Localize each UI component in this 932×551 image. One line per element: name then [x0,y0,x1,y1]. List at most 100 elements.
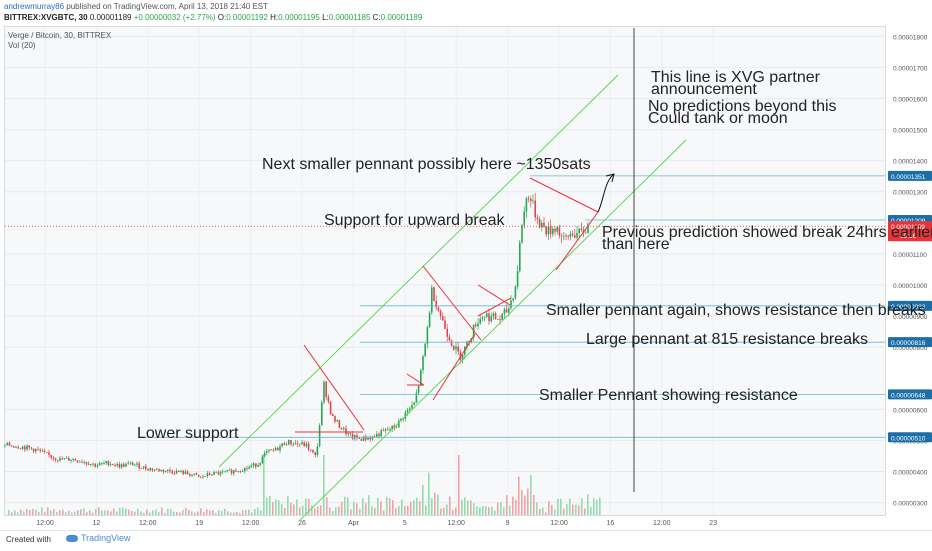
volume-bar [476,506,478,515]
candle-body [219,471,222,475]
volume-bar [17,512,19,515]
current-price-box [888,221,932,242]
candle-body [142,466,145,469]
candle-body [587,224,589,233]
volume-bar [401,499,403,515]
volume-bar [281,503,283,515]
candle-body [523,211,525,226]
candle-body [501,313,503,320]
arrow-head [605,173,615,183]
candle-body [164,470,167,472]
candle-body [563,235,565,237]
volume-bar [539,508,541,515]
candle-body [376,433,378,437]
x-tick-label: 26 [298,520,306,527]
candle-body [356,435,358,438]
candle-body [125,463,127,467]
x-tick-label: 12:00 [447,520,465,527]
volume-bar [452,509,454,515]
candle-body [347,433,349,435]
candle-body [483,316,486,318]
volume-bar [491,506,493,515]
candle-body [239,471,242,473]
candle-body [112,464,114,465]
pennant-line [432,333,476,401]
volume-bar [233,512,235,515]
volume-bar [194,512,196,515]
volume-bar [122,507,124,515]
volume-bar [176,511,178,515]
volume-bar [362,498,364,515]
candle-body [380,430,382,437]
author-link[interactable]: andrewmurray86 [4,2,65,11]
candle-body [332,414,334,416]
candle-body [85,462,88,464]
candle-body [400,418,402,421]
volume-bar [527,488,529,515]
volume-bar [455,507,457,515]
price-label-box [888,432,932,443]
volume-bar [431,497,433,515]
candle-body [468,341,470,343]
annotation-smaller-pennant-again: Smaller pennant again, shows resistance … [546,302,926,319]
chart-plot-area[interactable] [4,26,886,516]
candle-body [24,446,26,450]
volume-bar [551,504,553,515]
candle-body [475,324,477,327]
candle-body [211,474,213,476]
volume-bar [365,503,367,515]
candle-body [189,474,191,476]
candle-body [424,343,426,357]
candle-body [431,287,433,313]
volume-bar [350,509,352,515]
volume-bar [560,498,562,515]
current-price-label: 0.00001189 [891,224,925,231]
volume-bar [566,503,568,515]
volume-bar [65,512,67,515]
price-label: 0.00000933 [891,304,926,311]
candle-body [437,307,440,311]
volume-bar [116,511,118,515]
volume-bar [179,512,181,515]
candle-body [65,457,68,459]
volume-bar [314,508,316,515]
candle-body [358,437,360,439]
candle-body [37,448,39,450]
candle-body [336,420,338,422]
volume-bar [320,505,322,515]
annotation-no-predictions: No predictions beyond this [648,98,837,115]
candle-body [305,443,308,447]
candle-body [114,464,116,466]
candle-body [547,226,550,235]
volume-bar [497,502,499,515]
x-tick-label: 5 [403,520,407,527]
candle-body [235,470,237,472]
volume-bar [446,504,448,515]
chart-canvas[interactable]: 0.00001800 0.00001700 0.00001600 0.00001500… [0,0,932,530]
candle-body [277,447,279,451]
x-tick-label: 19 [195,520,203,527]
candle-body [417,385,420,393]
volume-bar [185,507,187,515]
candle-body [321,402,323,426]
candle-body [457,346,459,352]
tradingview-logo[interactable]: TradingView [66,533,131,543]
candle-body [175,470,178,474]
volume-bar [158,512,160,515]
candle-body [6,442,8,445]
candle-body [486,313,488,317]
volume-bar [140,511,142,515]
candle-body [580,228,583,231]
candle-body [296,443,299,444]
candle-body [61,458,63,460]
volume-bar [302,505,304,515]
candle-body [338,420,341,428]
x-tick-label: 12:00 [36,520,54,527]
volume-bar [29,510,31,515]
x-tick-label: 12 [93,520,101,527]
candle-body [127,463,129,464]
volume-bar [410,501,412,515]
volume-bar [578,505,580,515]
candle-body [79,461,81,463]
candle-body [162,469,165,472]
